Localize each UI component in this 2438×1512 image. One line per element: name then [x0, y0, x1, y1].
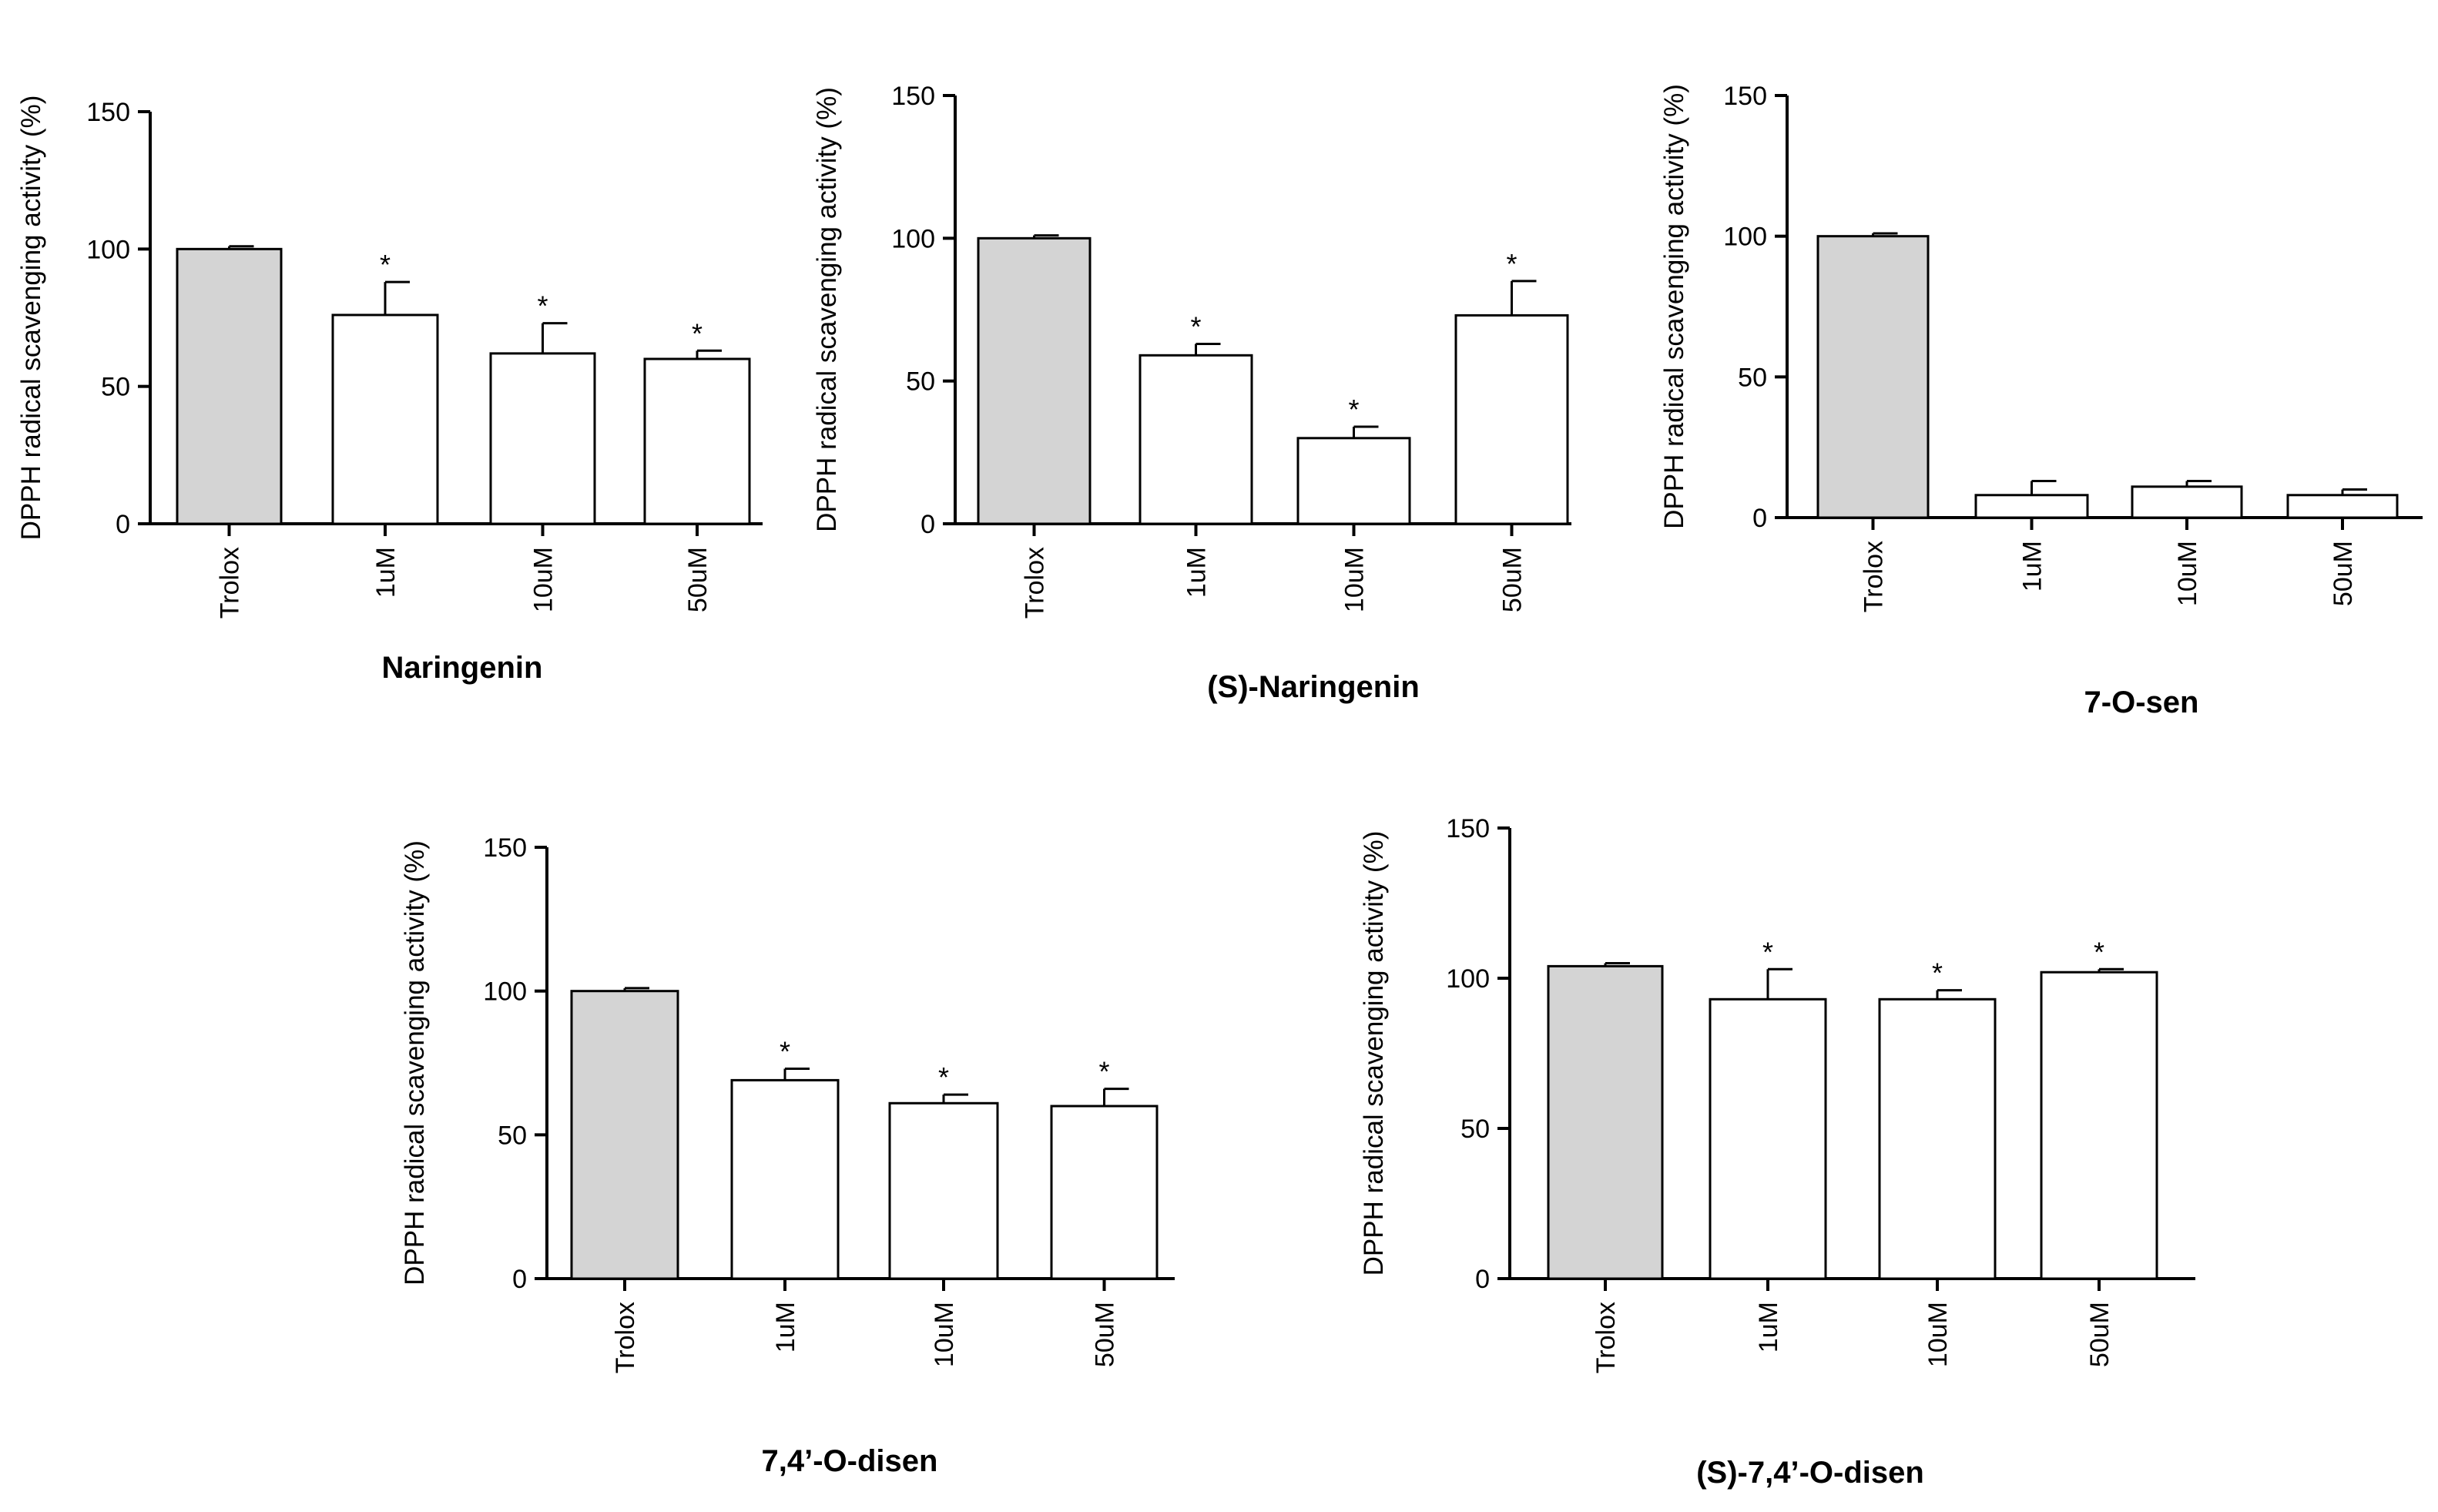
- y-tick-label: 0: [1475, 1265, 1490, 1294]
- x-tick-label-Trolox: Trolox: [1591, 1302, 1621, 1373]
- y-tick-label: 100: [1723, 223, 1767, 252]
- significance-star: *: [1932, 957, 1943, 989]
- bar-Trolox: [570, 990, 679, 1280]
- bar-Trolox: [1816, 235, 1930, 519]
- bar-50uM: [1454, 313, 1569, 525]
- significance-star: *: [938, 1061, 949, 1093]
- chart-panel-5: 0 50 100 150 DPPH radical scavenging activit…: [1359, 814, 2195, 1490]
- y-tick-label: 100: [86, 235, 130, 264]
- x-tick-label-Trolox: Trolox: [611, 1302, 640, 1373]
- y-axis-label: DPPH radical scavenging activity (%): [1359, 831, 1389, 1276]
- bar-Trolox: [176, 247, 283, 525]
- x-tick-label-1uM: 1uM: [771, 1302, 800, 1353]
- chart-panel-2: 0 50 100 150 DPPH radical scavenging activit…: [812, 82, 1571, 704]
- y-tick-label: 0: [921, 510, 935, 539]
- x-tick-label-10uM: 10uM: [2173, 541, 2202, 606]
- x-tick-label-1uM: 1uM: [2018, 541, 2047, 592]
- bar-10uM: [1296, 437, 1411, 525]
- y-tick-label: 100: [1446, 964, 1490, 994]
- significance-star: *: [1190, 310, 1201, 342]
- bar-Trolox: [1547, 964, 1664, 1280]
- x-tick-label-Trolox: Trolox: [216, 547, 245, 619]
- bar-10uM: [1878, 997, 1997, 1280]
- y-axis-label: DPPH radical scavenging activity (%): [16, 96, 46, 541]
- chart-panel-1: 0 50 100 150 DPPH radical scavenging activit…: [16, 96, 763, 685]
- x-tick-label-50uM: 50uM: [683, 547, 713, 612]
- y-tick-label: 150: [86, 98, 130, 127]
- y-tick-label: 150: [1723, 82, 1767, 111]
- chart-title: Naringenin: [382, 651, 543, 685]
- bar-50uM: [1050, 1105, 1159, 1280]
- x-tick-label-1uM: 1uM: [1182, 547, 1212, 598]
- significance-star: *: [692, 317, 703, 349]
- bar-50uM: [2040, 971, 2158, 1280]
- chart-title: (S)-7,4’-O-disen: [1696, 1456, 1924, 1490]
- x-tick-label-10uM: 10uM: [1923, 1302, 1953, 1367]
- x-tick-label-Trolox: Trolox: [1021, 547, 1050, 619]
- significance-star: *: [2094, 936, 2104, 967]
- bar-50uM: [643, 357, 751, 525]
- y-axis-label: DPPH radical scavenging activity (%): [812, 87, 842, 532]
- x-tick-label-10uM: 10uM: [930, 1302, 959, 1367]
- x-tick-label-10uM: 10uM: [1340, 547, 1370, 612]
- significance-star: *: [380, 249, 391, 280]
- x-tick-label-50uM: 50uM: [2329, 541, 2358, 606]
- y-tick-label: 50: [1460, 1115, 1490, 1144]
- y-axis-label: DPPH radical scavenging activity (%): [400, 840, 430, 1286]
- x-tick-label-10uM: 10uM: [529, 547, 558, 612]
- chart-panel-4: 0 50 100 150 DPPH radical scavenging activit…: [400, 833, 1175, 1478]
- x-tick-label-50uM: 50uM: [2085, 1302, 2114, 1367]
- y-tick-label: 150: [1446, 814, 1490, 843]
- chart-title: 7,4’-O-disen: [762, 1444, 938, 1478]
- y-axis-label: DPPH radical scavenging activity (%): [1659, 84, 1689, 529]
- bar-1uM: [1709, 997, 1827, 1280]
- y-tick-label: 50: [1738, 363, 1767, 392]
- x-tick-label-Trolox: Trolox: [1860, 541, 1889, 612]
- x-tick-label-50uM: 50uM: [1091, 1302, 1120, 1367]
- chart-title: (S)-Naringenin: [1207, 670, 1420, 704]
- bar-10uM: [2131, 485, 2243, 519]
- significance-star: *: [780, 1035, 790, 1067]
- y-tick-label: 0: [1752, 504, 1767, 533]
- y-tick-label: 50: [101, 373, 130, 402]
- x-tick-label-50uM: 50uM: [1498, 547, 1528, 612]
- bar-1uM: [1974, 494, 2089, 519]
- bar-50uM: [2286, 494, 2399, 519]
- bar-1uM: [331, 313, 439, 525]
- x-tick-label-1uM: 1uM: [1754, 1302, 1783, 1353]
- bar-10uM: [489, 352, 596, 525]
- y-tick-label: 0: [512, 1265, 527, 1294]
- significance-star: *: [537, 290, 548, 322]
- y-tick-label: 0: [116, 510, 130, 539]
- significance-star: *: [1762, 936, 1773, 967]
- y-tick-label: 100: [483, 977, 527, 1007]
- y-tick-label: 50: [906, 367, 935, 397]
- x-tick-label-1uM: 1uM: [371, 547, 401, 598]
- bar-10uM: [888, 1101, 999, 1280]
- y-tick-label: 150: [483, 833, 527, 863]
- significance-star: *: [1098, 1056, 1109, 1088]
- bar-Trolox: [977, 236, 1092, 525]
- significance-star: *: [1506, 248, 1517, 280]
- y-tick-label: 150: [891, 82, 935, 111]
- bar-1uM: [1139, 354, 1253, 525]
- chart-panel-3: 0 50 100 150 DPPH radical scavenging activit…: [1659, 82, 2423, 719]
- bar-1uM: [730, 1078, 840, 1280]
- y-tick-label: 50: [498, 1121, 527, 1150]
- chart-title: 7-O-sen: [2084, 686, 2199, 719]
- y-tick-label: 100: [891, 224, 935, 253]
- significance-star: *: [1348, 394, 1359, 425]
